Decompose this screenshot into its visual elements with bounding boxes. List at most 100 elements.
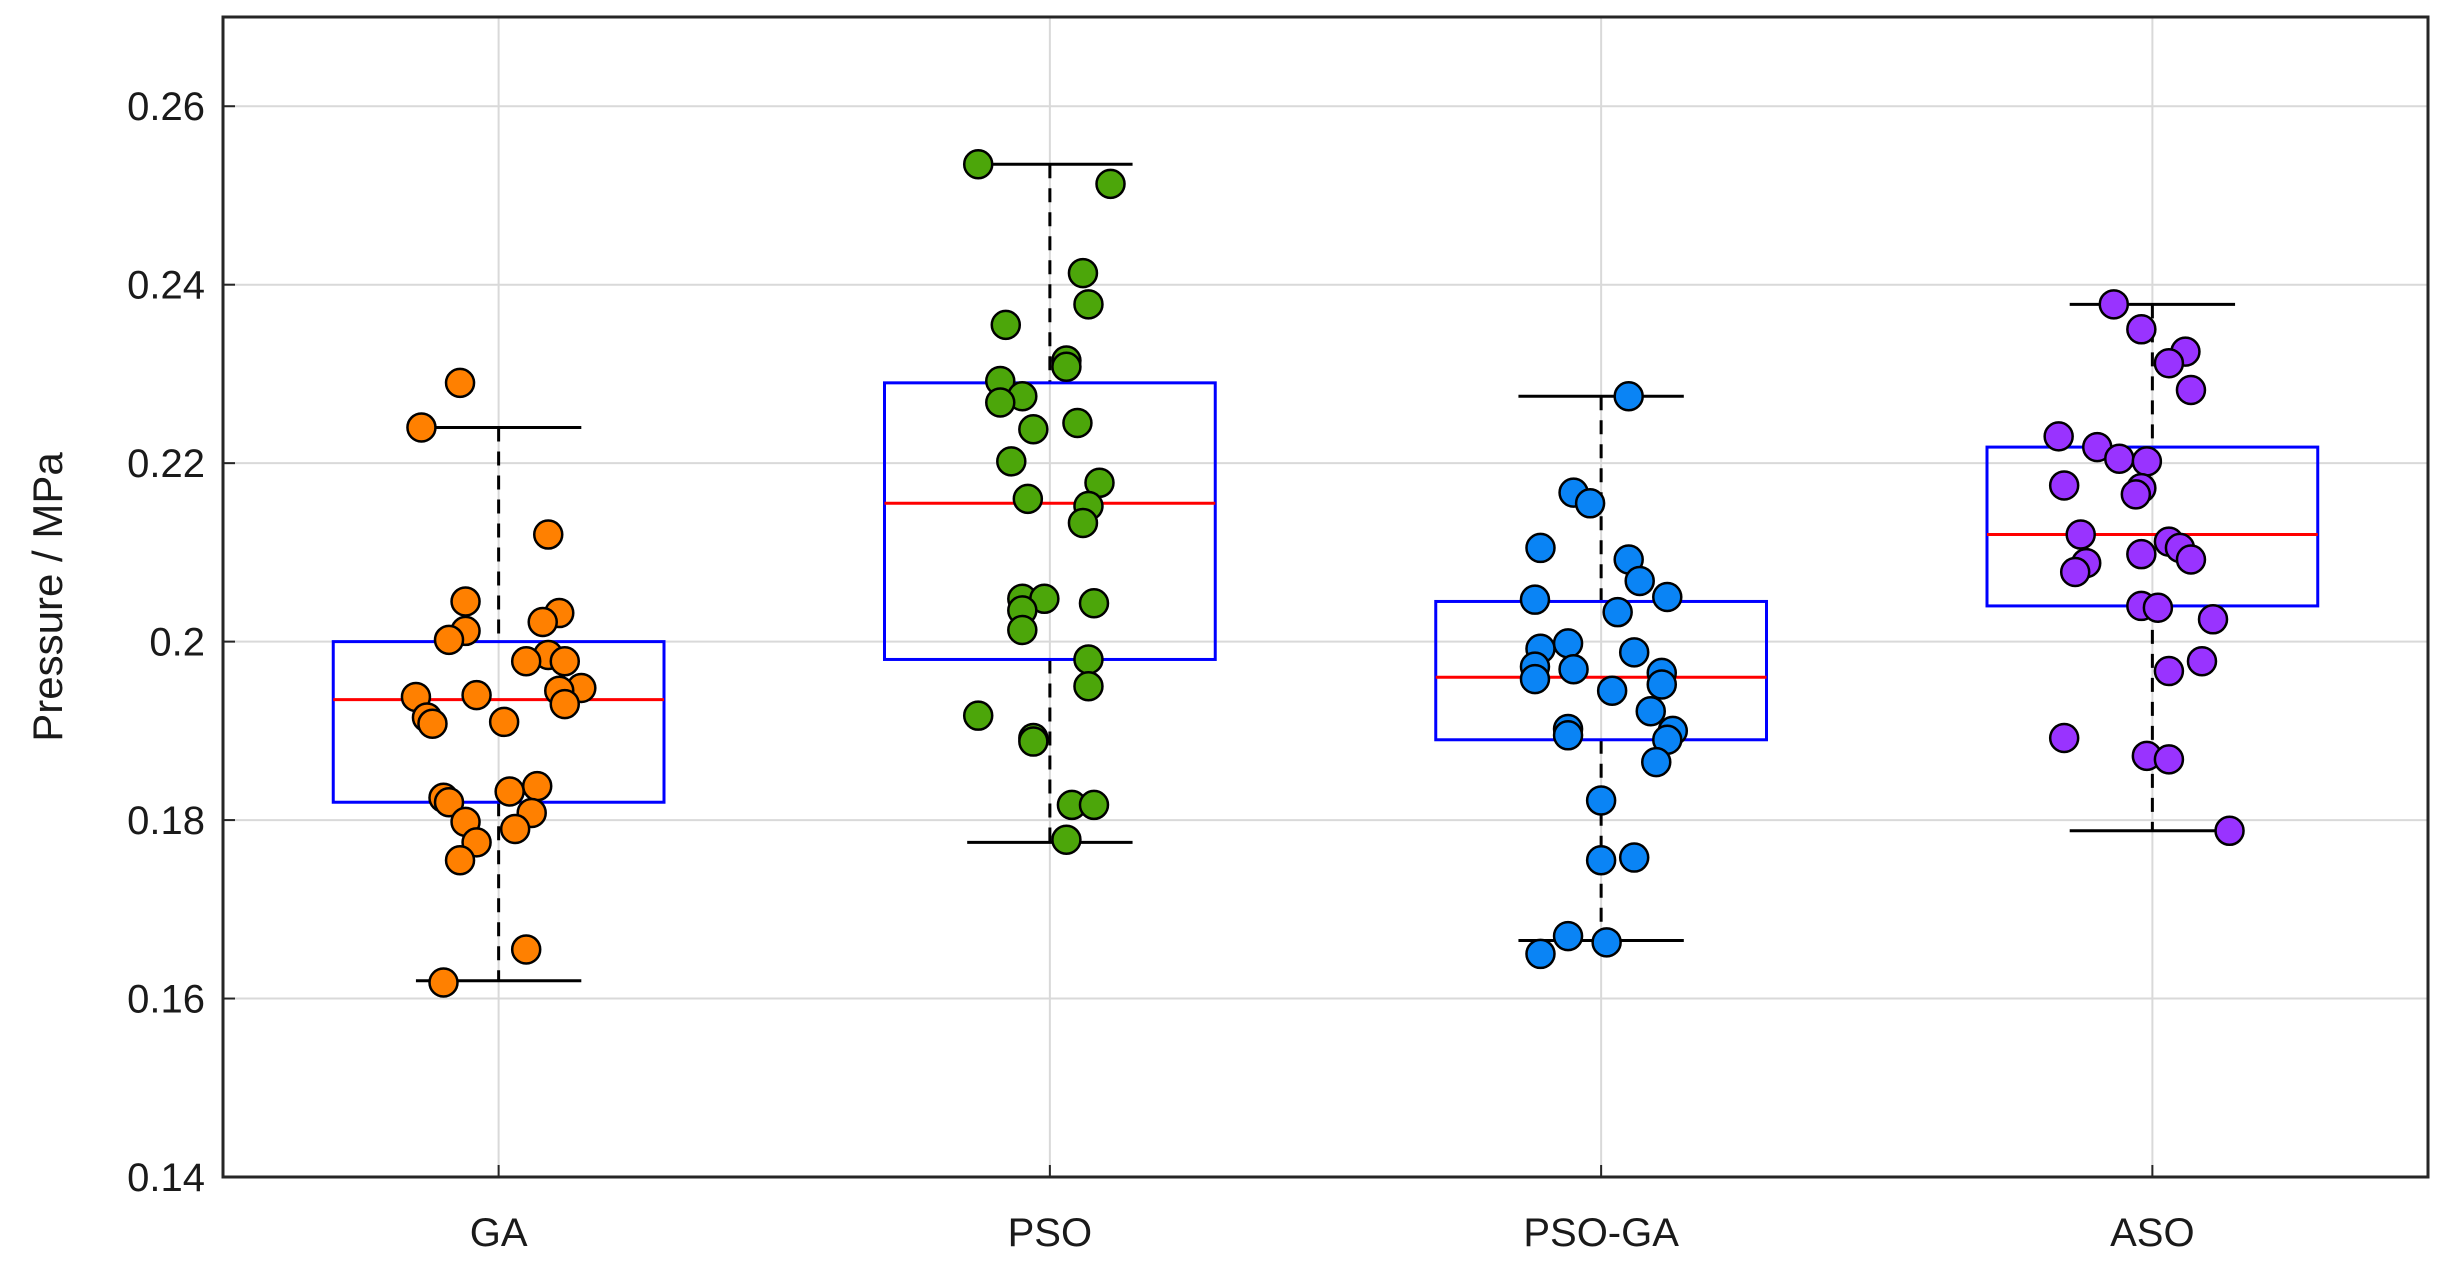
data-point <box>2175 544 2207 575</box>
data-point <box>1591 927 1622 958</box>
x-tick-label: ASO <box>2110 1211 2194 1255</box>
box-iqr <box>883 381 1217 661</box>
data-point <box>1067 507 1099 539</box>
data-point <box>444 367 476 399</box>
box-iqr <box>331 640 666 804</box>
data-point <box>428 967 459 998</box>
data-point <box>406 412 437 443</box>
data-point <box>2048 722 2080 754</box>
data-point <box>2153 655 2185 687</box>
y-tick-label: 0.2 <box>149 621 205 665</box>
data-point <box>2214 815 2245 847</box>
data-point <box>2120 479 2152 510</box>
y-tick-label: 0.26 <box>127 85 205 129</box>
y-axis-label: Pressure / MPa <box>24 452 71 742</box>
data-point <box>1641 746 1672 778</box>
data-point <box>433 786 465 818</box>
data-point <box>1585 844 1617 876</box>
x-tick-label: PSO-GA <box>1523 1211 1679 1255</box>
grid-lines <box>223 17 2428 1178</box>
data-point <box>527 606 558 638</box>
data-point <box>1018 413 1049 445</box>
y-tick-label: 0.22 <box>127 442 205 486</box>
y-tick-label: 0.24 <box>127 264 205 308</box>
data-point <box>1018 726 1049 757</box>
data-point <box>532 519 564 550</box>
data-point <box>996 446 1027 477</box>
data-point <box>962 148 994 180</box>
data-point <box>1067 257 1099 289</box>
data-point <box>1652 581 1683 613</box>
data-point <box>1596 675 1628 706</box>
data-point <box>450 586 481 617</box>
data-point <box>1525 938 1556 970</box>
data-point <box>2175 374 2207 406</box>
data-point <box>2153 347 2185 379</box>
data-point <box>488 706 520 738</box>
data-point <box>2197 604 2229 635</box>
data-point <box>2186 645 2218 677</box>
data-point <box>1558 654 1589 685</box>
y-tick-label: 0.18 <box>127 799 205 843</box>
data-point <box>2048 470 2080 501</box>
data-point <box>1552 920 1584 952</box>
y-tick-label: 0.16 <box>127 978 205 1022</box>
data-point <box>444 844 476 876</box>
data-point <box>1618 637 1650 668</box>
data-point <box>1624 565 1655 597</box>
data-point <box>962 700 994 731</box>
data-point <box>985 387 1016 418</box>
x-axis-ticks: GA PSO PSO-GA ASO <box>470 1165 2195 1255</box>
data-point <box>2153 744 2185 775</box>
data-point <box>1519 663 1551 695</box>
data-point <box>2126 314 2157 345</box>
data-point <box>494 776 525 807</box>
boxes <box>331 162 2320 983</box>
data-point <box>1012 483 1044 515</box>
data-point <box>1574 488 1606 519</box>
data-points <box>400 148 2245 998</box>
data-point <box>2142 592 2174 623</box>
data-point <box>1078 587 1110 619</box>
data-point <box>1602 596 1633 628</box>
x-tick-label: PSO <box>1008 1211 1092 1255</box>
data-point <box>2104 443 2135 474</box>
data-point <box>1051 351 1082 383</box>
y-tick-label: 0.14 <box>127 1156 205 1200</box>
data-point <box>1585 785 1617 816</box>
data-point <box>2098 289 2130 320</box>
data-point <box>510 934 542 965</box>
plot-area-frame <box>221 15 2430 1179</box>
data-point <box>1062 407 1093 439</box>
x-tick-label: GA <box>470 1211 528 1255</box>
data-point <box>433 624 465 656</box>
data-point <box>990 309 1022 341</box>
data-point <box>1519 584 1551 615</box>
data-point <box>1073 289 1104 320</box>
data-point <box>417 708 448 739</box>
data-point <box>1095 168 1126 200</box>
data-point <box>1613 380 1644 412</box>
data-point <box>1078 789 1110 821</box>
box-iqr <box>1434 599 1768 742</box>
data-point <box>1646 669 1678 700</box>
data-point <box>1635 695 1666 727</box>
data-point <box>2043 421 2074 452</box>
data-point <box>461 679 492 711</box>
data-point <box>2065 519 2096 550</box>
data-point <box>549 688 581 720</box>
data-point <box>1552 628 1584 659</box>
data-point <box>499 813 531 845</box>
data-point <box>1552 720 1584 751</box>
data-point <box>1051 824 1082 855</box>
data-point <box>1073 644 1104 675</box>
data-point <box>1525 532 1556 564</box>
data-point <box>549 645 581 677</box>
data-point <box>1073 670 1104 702</box>
data-point <box>2059 556 2091 588</box>
data-point <box>1007 614 1038 646</box>
data-point <box>521 770 553 802</box>
data-point <box>510 645 542 677</box>
y-axis-ticks: 0.14 0.16 0.18 0.2 0.22 0.24 0.26 <box>127 85 235 1200</box>
